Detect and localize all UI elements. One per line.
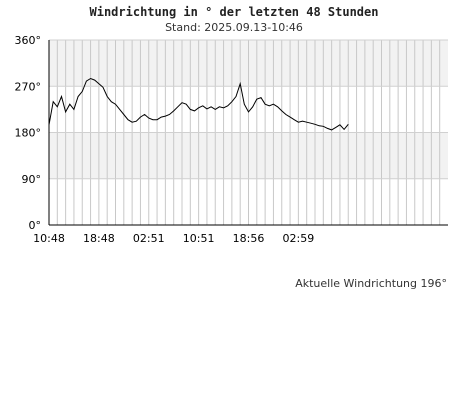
x-tick-label: 10:51	[183, 232, 215, 245]
y-tick-labels: 0° 90° 180° 270° 360°	[15, 34, 42, 232]
chart-axes	[48, 40, 448, 226]
chart-title: Windrichtung in ° der letzten 48 Stunden	[89, 5, 379, 19]
chart-subtitle: Stand: 2025.09.13-10:46	[165, 21, 303, 34]
y-tick-label: 360°	[15, 34, 42, 47]
y-tick-label: 90°	[22, 173, 42, 186]
y-tick-label: 270°	[15, 80, 42, 93]
x-tick-label: 10:48	[33, 232, 65, 245]
x-tick-label: 18:56	[233, 232, 265, 245]
y-tick-label: 180°	[15, 127, 42, 140]
x-tick-label: 18:48	[83, 232, 115, 245]
x-tick-label: 02:51	[133, 232, 165, 245]
horizontal-gridlines	[49, 39, 448, 180]
current-wind-direction: Aktuelle Windrichtung 196°	[295, 277, 447, 290]
x-tick-label: 02:59	[283, 232, 315, 245]
x-tick-labels: 10:48 18:48 02:51 10:51 18:56 02:59	[33, 232, 314, 245]
chart-series	[48, 77, 349, 131]
series-line-0	[48, 77, 349, 131]
y-tick-label: 0°	[29, 219, 42, 232]
